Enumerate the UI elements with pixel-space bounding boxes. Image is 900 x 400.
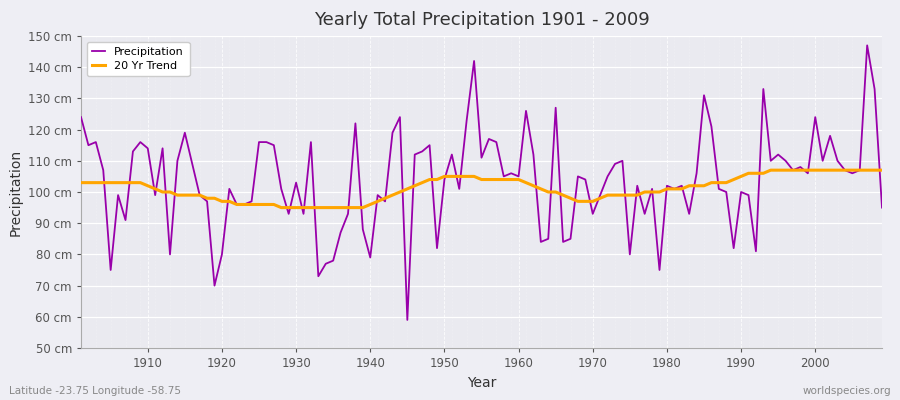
Precipitation [135, 140, 146, 144]
20 Yr Trend [765, 168, 776, 172]
20 Yr Trend [350, 205, 361, 210]
Text: Latitude -23.75 Longitude -58.75: Latitude -23.75 Longitude -58.75 [9, 386, 181, 396]
Precipitation [298, 212, 309, 216]
Title: Yearly Total Precipitation 1901 - 2009: Yearly Total Precipitation 1901 - 2009 [313, 11, 650, 29]
20 Yr Trend [76, 180, 86, 185]
Precipitation [520, 108, 531, 113]
Precipitation [402, 318, 413, 322]
Precipitation [877, 205, 887, 210]
20 Yr Trend [135, 180, 146, 185]
Legend: Precipitation, 20 Yr Trend: Precipitation, 20 Yr Trend [86, 42, 190, 76]
Precipitation [862, 43, 873, 48]
20 Yr Trend [609, 193, 620, 198]
Precipitation [513, 174, 524, 179]
20 Yr Trend [305, 205, 316, 210]
Line: 20 Yr Trend: 20 Yr Trend [81, 170, 882, 208]
Precipitation [609, 162, 620, 166]
X-axis label: Year: Year [467, 376, 496, 390]
Text: worldspecies.org: worldspecies.org [803, 386, 891, 396]
20 Yr Trend [513, 177, 524, 182]
Line: Precipitation: Precipitation [81, 45, 882, 320]
Precipitation [343, 212, 354, 216]
20 Yr Trend [520, 180, 531, 185]
20 Yr Trend [877, 168, 887, 172]
Y-axis label: Precipitation: Precipitation [8, 148, 22, 236]
20 Yr Trend [275, 205, 286, 210]
Precipitation [76, 115, 86, 120]
